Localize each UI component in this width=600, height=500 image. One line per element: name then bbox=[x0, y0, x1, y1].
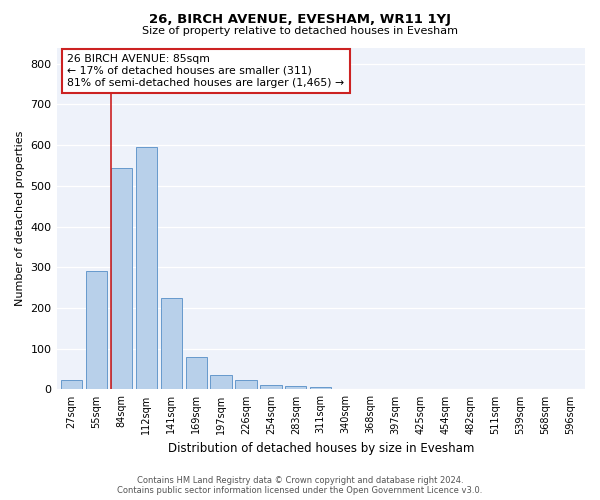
Bar bbox=[211, 375, 232, 390]
Text: Size of property relative to detached houses in Evesham: Size of property relative to detached ho… bbox=[142, 26, 458, 36]
Bar bbox=[161, 298, 182, 390]
Text: 26, BIRCH AVENUE, EVESHAM, WR11 1YJ: 26, BIRCH AVENUE, EVESHAM, WR11 1YJ bbox=[149, 12, 451, 26]
Bar bbox=[136, 147, 157, 390]
Y-axis label: Number of detached properties: Number of detached properties bbox=[15, 131, 25, 306]
Bar bbox=[185, 357, 207, 390]
Bar bbox=[86, 272, 107, 390]
Bar bbox=[260, 384, 281, 390]
Text: 26 BIRCH AVENUE: 85sqm
← 17% of detached houses are smaller (311)
81% of semi-de: 26 BIRCH AVENUE: 85sqm ← 17% of detached… bbox=[67, 54, 344, 88]
Bar bbox=[310, 388, 331, 390]
Text: Contains HM Land Registry data © Crown copyright and database right 2024.
Contai: Contains HM Land Registry data © Crown c… bbox=[118, 476, 482, 495]
Bar bbox=[235, 380, 257, 390]
Bar bbox=[285, 386, 307, 390]
Bar bbox=[111, 168, 132, 390]
Bar bbox=[61, 380, 82, 390]
X-axis label: Distribution of detached houses by size in Evesham: Distribution of detached houses by size … bbox=[167, 442, 474, 455]
